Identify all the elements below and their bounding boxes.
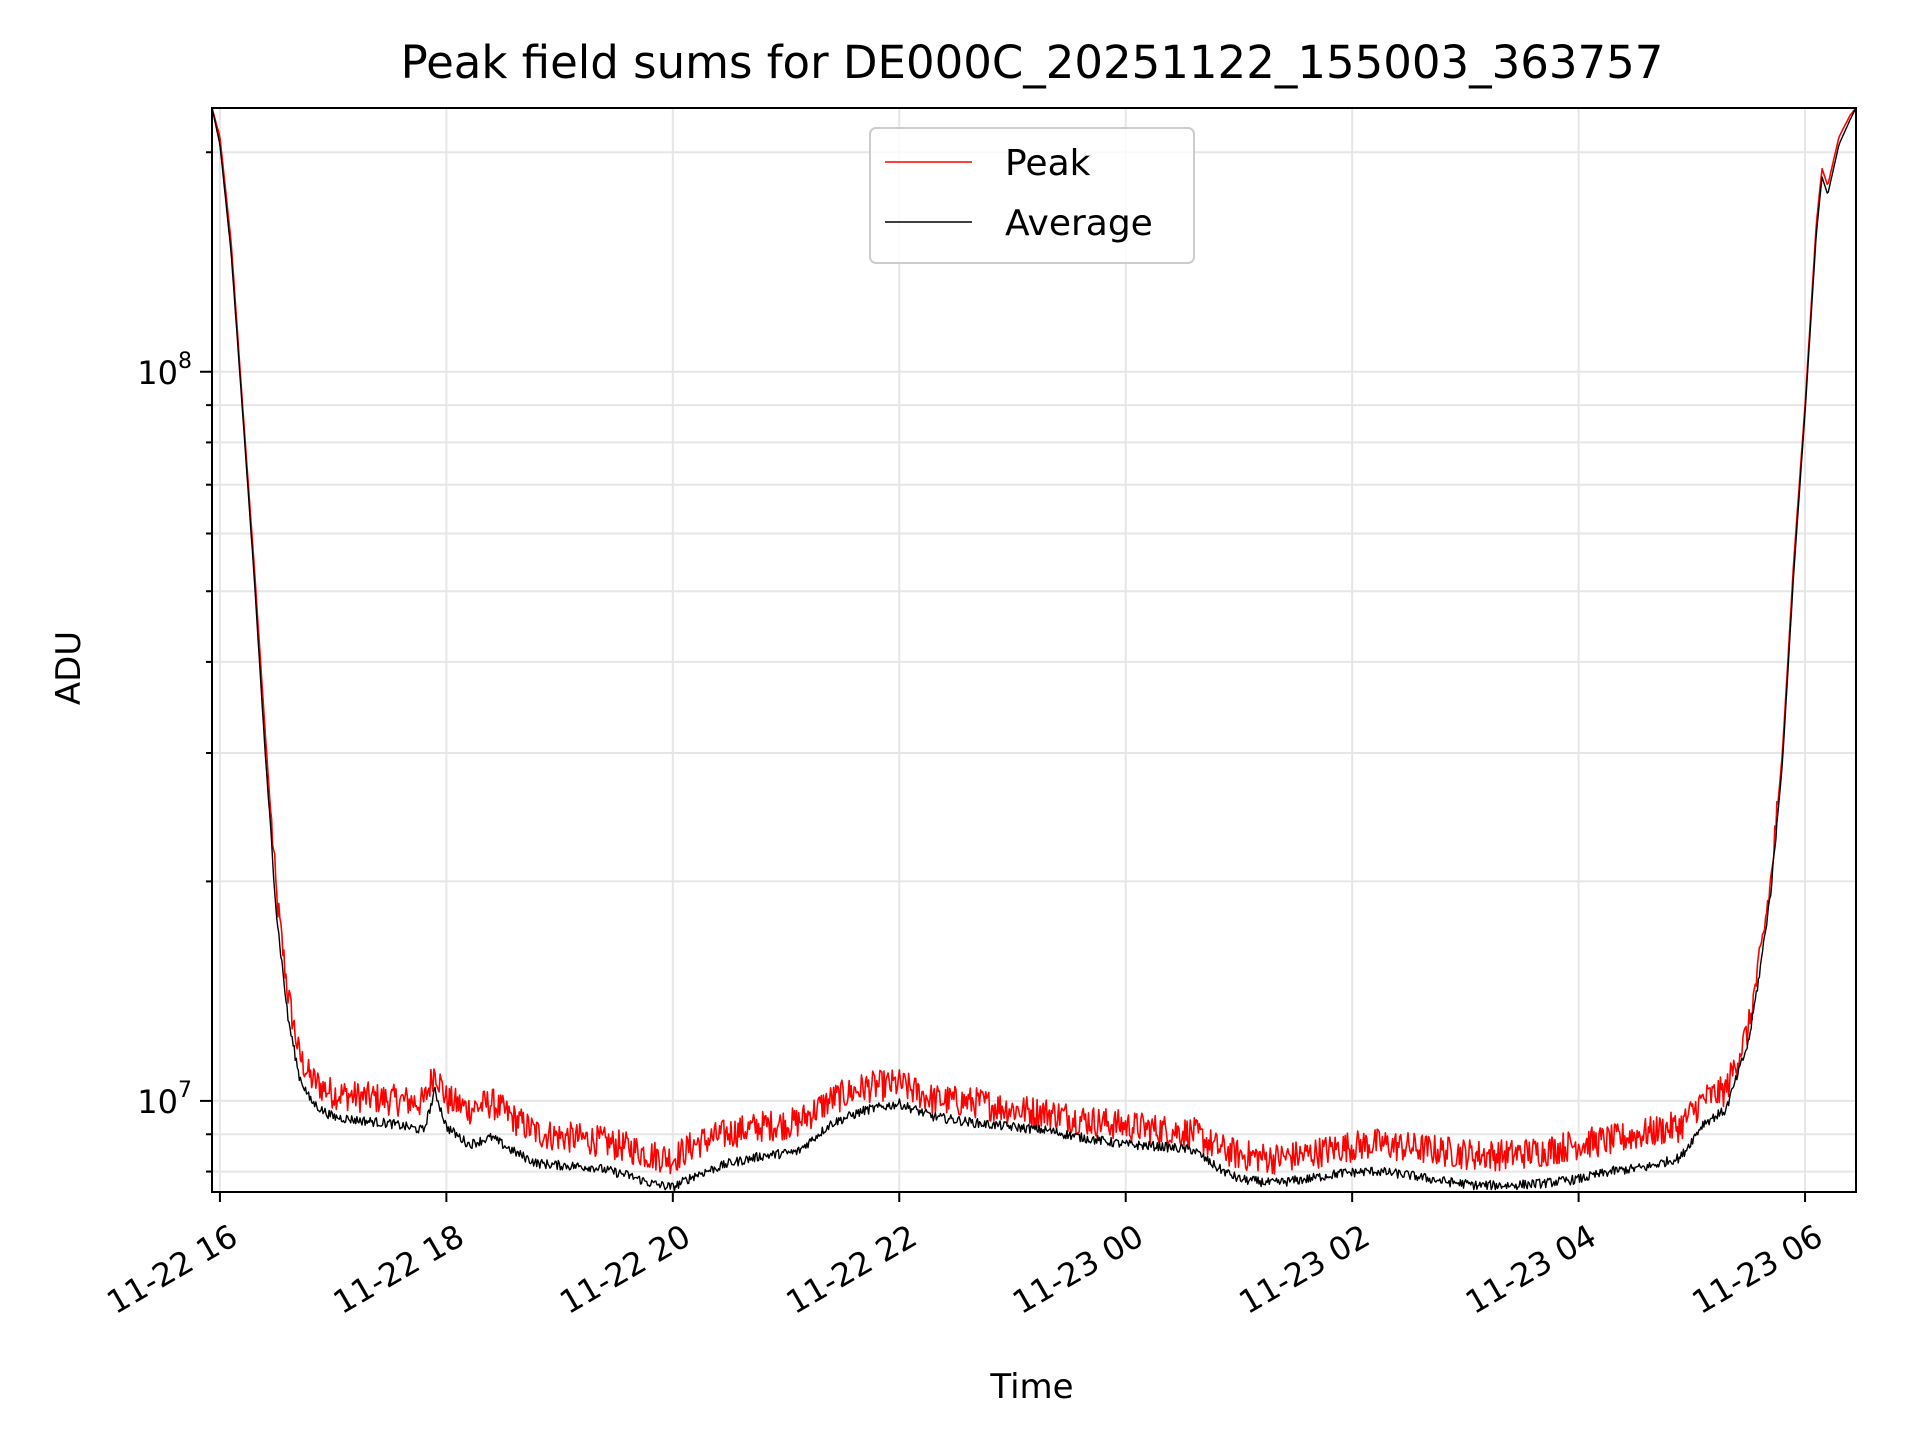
- plot-frame: [211, 107, 1857, 1193]
- legend-label-average: Average: [1005, 203, 1153, 244]
- chart-title: Peak field sums for DE000C_20251122_1550…: [401, 36, 1664, 89]
- x-axis-label: Time: [989, 1367, 1073, 1407]
- y-tick-label: 108: [137, 349, 192, 392]
- y-axis-label: ADU: [49, 631, 89, 705]
- plot-lines: [211, 107, 1857, 1192]
- y-axis: 107 108: [137, 151, 212, 1173]
- legend-label-peak: Peak: [1005, 143, 1091, 184]
- y-tick-label: 107: [137, 1078, 192, 1121]
- grid: [212, 108, 1856, 1192]
- series-line-peak: [211, 107, 1857, 1175]
- series-line-average: [211, 107, 1857, 1192]
- legend: Peak Average: [869, 127, 1195, 264]
